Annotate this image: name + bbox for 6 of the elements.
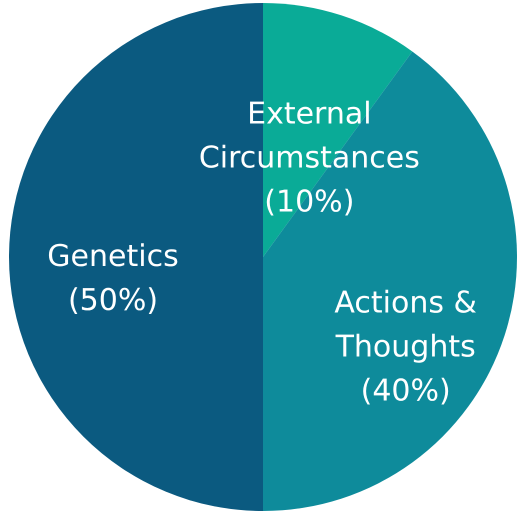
slice-label: Genetics — [47, 239, 179, 274]
slice-label: Actions & Thoughts — [334, 285, 477, 364]
data-label: (50%) — [68, 283, 158, 318]
data-label: (40%) — [360, 373, 451, 408]
data-label: (10%) — [264, 184, 354, 220]
slice-label: External Circumstances — [198, 96, 420, 176]
